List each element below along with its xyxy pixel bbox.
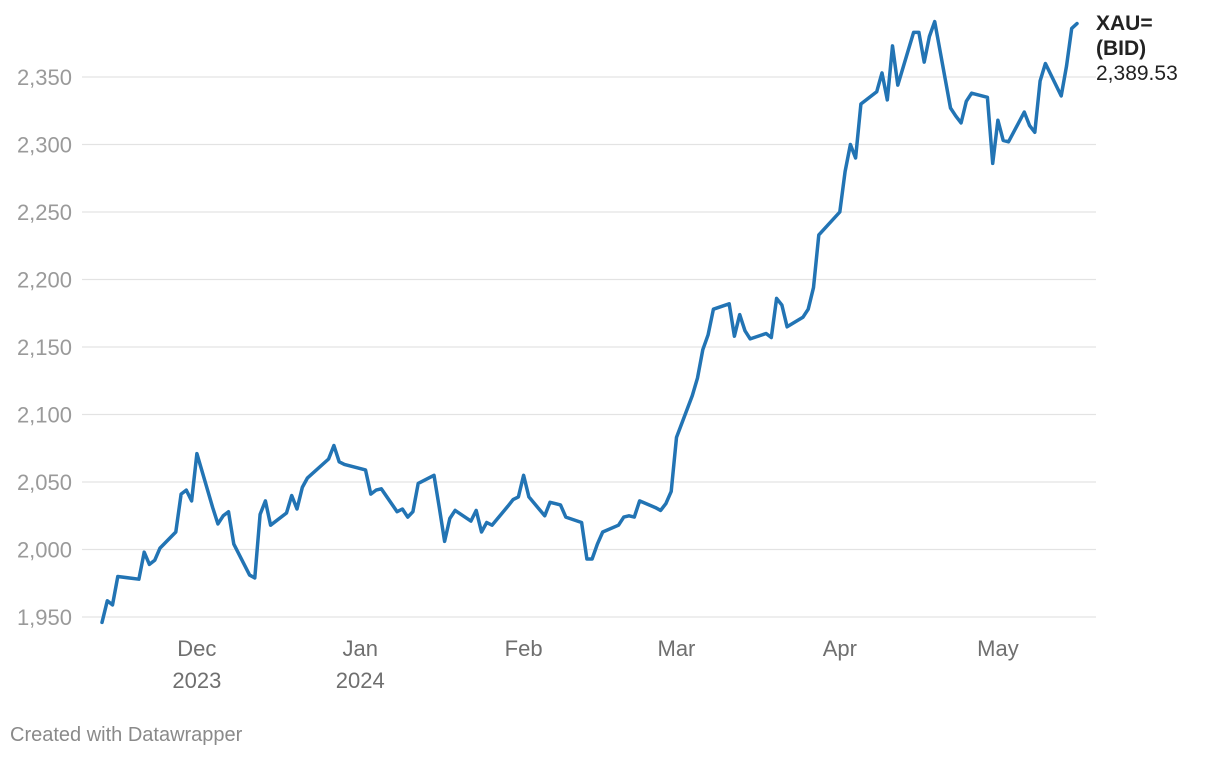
y-tick-label: 2,200 bbox=[17, 268, 72, 293]
y-tick-label: 2,150 bbox=[17, 335, 72, 360]
x-tick-label: 2023 bbox=[172, 668, 221, 693]
series-layer bbox=[100, 19, 1079, 625]
series-last-value-label: 2,389.53 bbox=[1096, 62, 1178, 85]
gridlines bbox=[82, 76, 1096, 618]
y-tick-label: 2,100 bbox=[17, 403, 72, 428]
x-tick-label: Jan bbox=[343, 636, 378, 661]
y-tick-label: 2,300 bbox=[17, 133, 72, 158]
y-tick-label: 2,000 bbox=[17, 538, 72, 563]
x-tick-label: Mar bbox=[658, 636, 696, 661]
y-axis-ticks: 1,950 2,000 2,050 2,100 2,150 2,200 2,250 2,300… bbox=[17, 65, 72, 630]
x-tick-label: May bbox=[977, 636, 1019, 661]
series-line-xau-bid bbox=[100, 19, 1079, 625]
y-tick-label: 2,350 bbox=[17, 65, 72, 90]
line-chart: 1,950 2,000 2,050 2,100 2,150 2,200 2,250 2,300… bbox=[17, 12, 1178, 693]
x-tick-label: Dec bbox=[177, 636, 216, 661]
x-tick-label: 2024 bbox=[336, 668, 385, 693]
x-axis-ticks: Dec 2023 Jan 2024 Feb Mar Apr May bbox=[172, 636, 1018, 693]
y-tick-label: 1,950 bbox=[17, 605, 72, 630]
series-name-label: XAU= bbox=[1096, 12, 1153, 35]
datawrapper-credit: Created with Datawrapper bbox=[10, 724, 243, 746]
series-label-group: XAU=(BID)2,389.53 bbox=[1096, 12, 1178, 85]
x-tick-label: Feb bbox=[505, 636, 543, 661]
x-tick-label: Apr bbox=[823, 636, 857, 661]
series-name-label: (BID) bbox=[1096, 37, 1146, 60]
y-tick-label: 2,250 bbox=[17, 200, 72, 225]
y-tick-label: 2,050 bbox=[17, 470, 72, 495]
